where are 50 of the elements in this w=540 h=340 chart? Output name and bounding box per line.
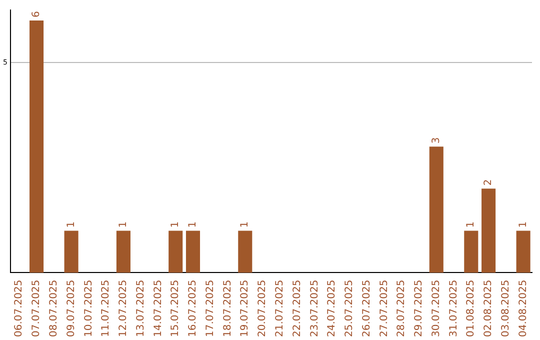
data-label: 1	[518, 221, 529, 228]
x-tick-label: 18.07.2025	[222, 280, 234, 338]
data-label: 1	[188, 221, 199, 228]
x-tick-label: 27.07.2025	[378, 280, 390, 338]
data-label: 3	[430, 137, 442, 144]
x-tick-label: 13.07.2025	[135, 280, 146, 338]
bar	[238, 230, 252, 273]
x-tick-label: 02.08.2025	[483, 280, 494, 338]
x-tick-label: 08.07.2025	[48, 280, 60, 338]
x-tick-label: 24.07.2025	[326, 280, 338, 338]
bar	[429, 146, 444, 273]
data-label: 2	[483, 179, 494, 186]
x-tick-label: 31.07.2025	[448, 280, 460, 338]
data-label: 1	[240, 221, 251, 228]
x-tick-label: 12.07.2025	[118, 280, 130, 338]
bar	[516, 230, 530, 273]
x-tick-label: 03.08.2025	[500, 280, 512, 338]
x-tick-label: 16.07.2025	[188, 280, 199, 338]
bar	[116, 230, 130, 273]
data-label: 1	[66, 221, 77, 228]
x-tick-label: 23.07.2025	[309, 280, 320, 338]
bar	[30, 20, 44, 273]
x-tick-label: 22.07.2025	[292, 280, 303, 338]
bar	[482, 188, 496, 273]
x-tick-label: 26.07.2025	[361, 280, 372, 338]
x-tick-label: 07.07.2025	[31, 280, 42, 338]
x-tick-label: 25.07.2025	[344, 280, 356, 338]
bar	[168, 230, 183, 273]
x-tick-label: 11.07.2025	[100, 280, 112, 338]
x-tick-label: 29.07.2025	[414, 280, 425, 338]
x-tick-label: 28.07.2025	[396, 280, 408, 338]
x-tick-label: 17.07.2025	[204, 280, 216, 338]
bar	[64, 230, 78, 273]
bar	[464, 230, 478, 273]
x-tick-label: 06.07.2025	[14, 280, 25, 338]
data-label: 6	[31, 11, 42, 18]
x-tick-label: 19.07.2025	[240, 280, 251, 338]
x-tick-label: 04.08.2025	[518, 280, 529, 338]
x-tick-label: 09.07.2025	[66, 280, 77, 338]
x-tick-label: 14.07.2025	[152, 280, 164, 338]
x-tick-label: 30.07.2025	[430, 280, 442, 338]
data-label: 1	[466, 221, 477, 228]
x-tick-label: 10.07.2025	[83, 280, 94, 338]
bar	[186, 230, 200, 273]
x-tick-label: 01.08.2025	[466, 280, 477, 338]
x-tick-label: 15.07.2025	[170, 280, 182, 338]
data-label: 1	[118, 221, 130, 228]
data-label: 1	[170, 221, 182, 228]
x-tick-label: 21.07.2025	[274, 280, 286, 338]
x-tick-label: 20.07.2025	[257, 280, 268, 338]
